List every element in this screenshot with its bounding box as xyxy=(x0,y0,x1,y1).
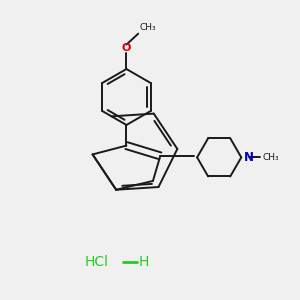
Text: N: N xyxy=(244,151,254,164)
Text: CH₃: CH₃ xyxy=(140,23,156,32)
Text: H: H xyxy=(139,255,149,269)
Text: CH₃: CH₃ xyxy=(262,153,279,162)
Text: HCl: HCl xyxy=(85,255,109,269)
Text: O: O xyxy=(122,44,131,53)
